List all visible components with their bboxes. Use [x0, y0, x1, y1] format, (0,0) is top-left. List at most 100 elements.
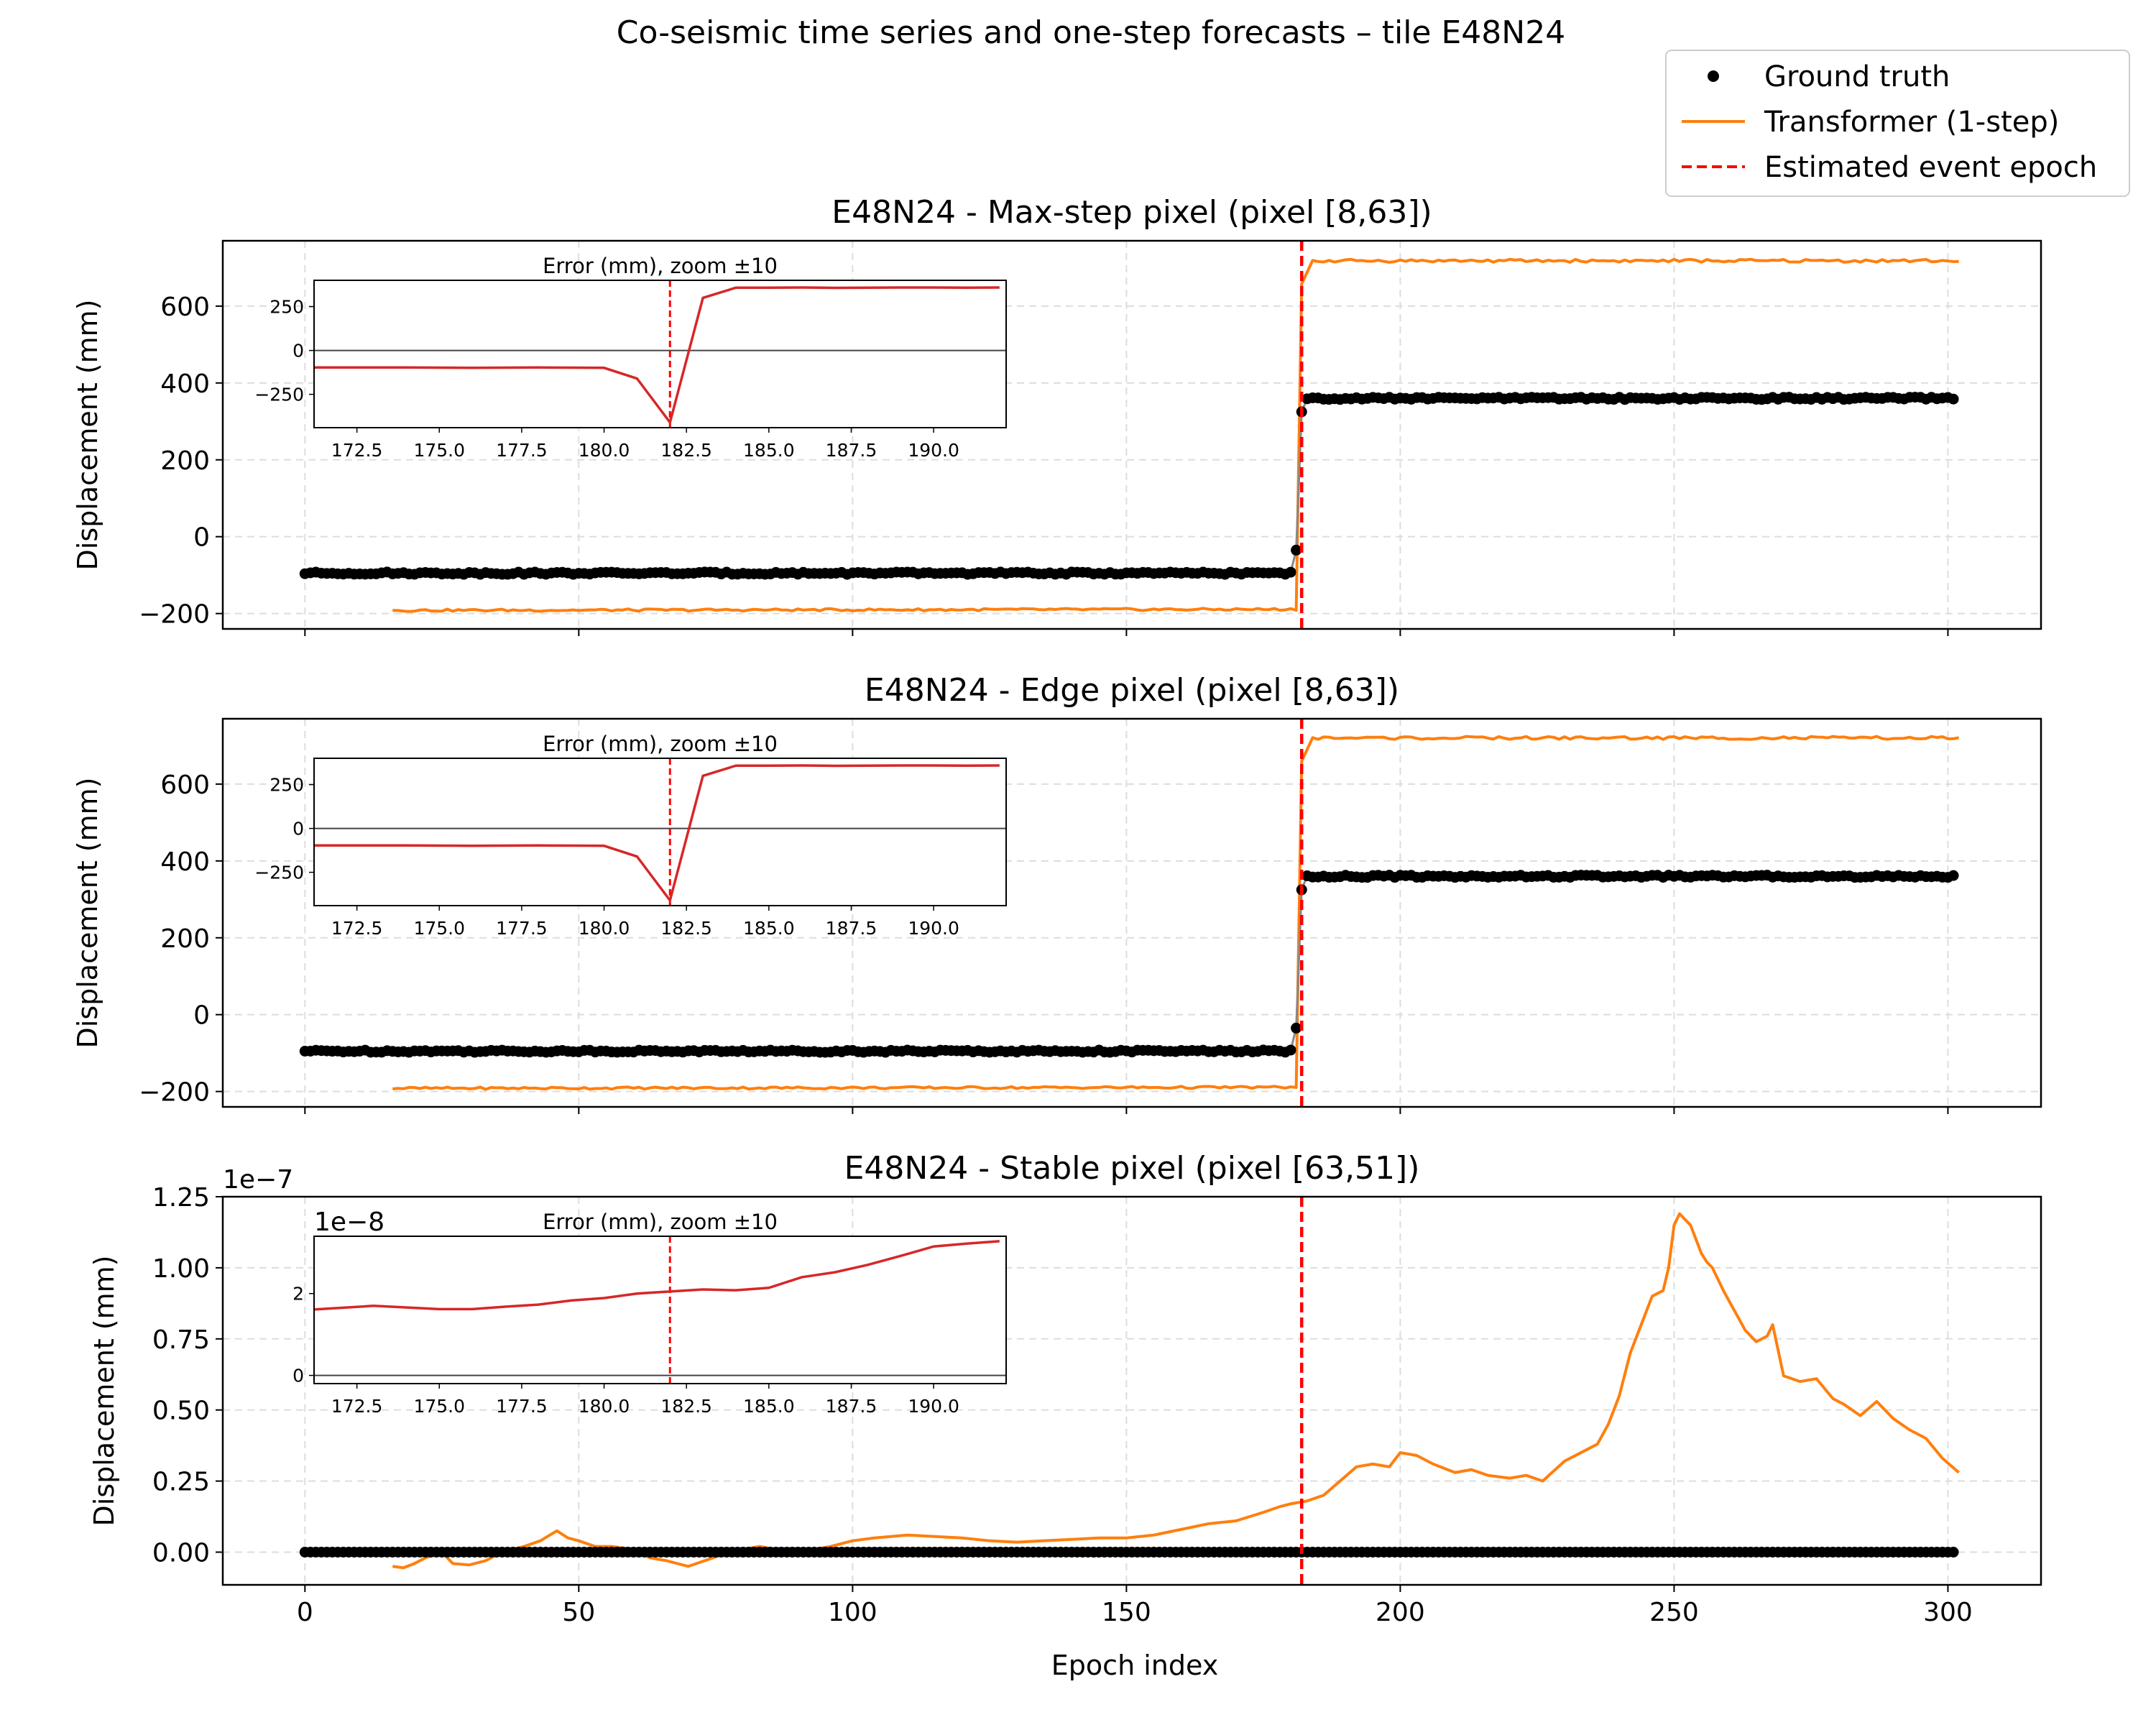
inset-frame	[313, 1236, 1007, 1384]
inset-x-tick-label: 187.5	[826, 1396, 877, 1417]
inset-background	[314, 1236, 1006, 1384]
y-tick-label: 0.50	[152, 1397, 210, 1426]
inset-title: Error (mm), zoom ±10	[543, 732, 778, 756]
inset-frame	[313, 758, 1007, 906]
ground-truth-point	[1948, 1547, 1959, 1558]
inset-x-tick-label: 180.0	[579, 440, 630, 461]
x-tick-label: 150	[1102, 1598, 1151, 1627]
inset-x-tick-label: 177.5	[496, 440, 548, 461]
inset-y-tick-label: 0	[292, 341, 304, 362]
inset-error-line	[314, 1240, 1000, 1311]
ground-truth-point	[1285, 1044, 1296, 1056]
y-axis-label: Displacement (mm)	[88, 1256, 120, 1527]
inset-x-tick-label: 180.0	[579, 918, 630, 939]
legend-marker-ground-truth	[1708, 70, 1719, 82]
inset-x-tick-label: 177.5	[496, 918, 548, 939]
y-tick-label: −200	[139, 1078, 210, 1108]
inset-x-tick-label: 182.5	[660, 1396, 712, 1417]
x-tick-label: 200	[1376, 1598, 1425, 1627]
forecast-line	[392, 257, 1959, 613]
legend-label-event: Estimated event epoch	[1764, 151, 2097, 184]
panel-title: E48N24 - Edge pixel (pixel [8,63])	[865, 672, 1399, 709]
inset-x-tick-label: 185.0	[743, 918, 795, 939]
y-axis-label: Displacement (mm)	[72, 778, 103, 1049]
inset-frame	[313, 280, 1007, 428]
inset-y-tick-label: 250	[270, 775, 304, 796]
inset-y-tick-label: 2	[292, 1284, 304, 1305]
ground-truth-point	[1948, 393, 1959, 405]
ground-truth-point	[1291, 544, 1302, 556]
inset-x-tick-label: 185.0	[743, 440, 795, 461]
x-tick-label: 300	[1923, 1598, 1973, 1627]
figure-title: Co-seismic time series and one-step fore…	[617, 14, 1565, 51]
inset-y-tick-label: 250	[270, 297, 304, 318]
y-tick-label: 1.00	[152, 1254, 210, 1284]
inset-x-tick-label: 185.0	[743, 1396, 795, 1417]
y-tick-label: 0.00	[152, 1539, 210, 1568]
legend: Ground truth Transformer (1-step) Estima…	[1665, 50, 2130, 197]
axes-frame	[221, 1195, 2042, 1586]
ground-truth-point	[1285, 566, 1296, 578]
panel-edge: E48N24 - Edge pixel (pixel [8,63]) −200 0 2…	[72, 672, 2042, 1114]
inset-x-tick-label: 190.0	[908, 918, 959, 939]
x-axis-label: Epoch index	[1051, 1650, 1218, 1681]
panel-max-step: E48N24 - Max-step pixel (pixel [8,63]) −2…	[72, 194, 2042, 636]
inset-y-tick-label: 0	[292, 819, 304, 840]
inset-title: Error (mm), zoom ±10	[543, 1210, 778, 1234]
error-inset: Error (mm), zoom ±10 172.5 175.0 177.5 180.0…	[254, 254, 1007, 461]
inset-background	[314, 758, 1006, 906]
legend-label-ground-truth: Ground truth	[1764, 60, 1950, 93]
inset-x-tick-label: 175.0	[413, 918, 465, 939]
y-tick-label: 200	[160, 924, 210, 954]
ground-truth-point	[1948, 870, 1959, 881]
inset-scale-multiplier: 1e−8	[314, 1208, 384, 1237]
x-tick-label: 100	[828, 1598, 877, 1627]
inset-x-tick-label: 175.0	[413, 1396, 465, 1417]
y-tick-label: 200	[160, 446, 210, 476]
y-tick-label: 0.25	[152, 1468, 210, 1497]
y-tick-label: 1.25	[152, 1183, 210, 1213]
ground-truth-point	[1291, 1022, 1302, 1034]
legend-label-transformer: Transformer (1-step)	[1764, 106, 2059, 139]
y-tick-label: 600	[160, 770, 210, 800]
inset-x-tick-label: 180.0	[579, 1396, 630, 1417]
panel-title: E48N24 - Max-step pixel (pixel [8,63])	[831, 194, 1432, 231]
panel-stable: E48N24 - Stable pixel (pixel [63,51]) 0.0…	[88, 1150, 2042, 1627]
y-tick-label: 0	[193, 1001, 210, 1031]
inset-x-tick-label: 187.5	[826, 918, 877, 939]
inset-y-tick-label: −250	[254, 385, 304, 405]
y-tick-label: 0	[193, 523, 210, 553]
inset-x-tick-label: 190.0	[908, 1396, 959, 1417]
inset-x-tick-label: 182.5	[660, 440, 712, 461]
inset-x-tick-label: 187.5	[826, 440, 877, 461]
inset-y-tick-label: 0	[292, 1366, 304, 1386]
panel-title: E48N24 - Stable pixel (pixel [63,51])	[844, 1150, 1420, 1187]
axes-frame	[221, 717, 2042, 1108]
inset-background	[314, 280, 1006, 428]
y-axis-label: Displacement (mm)	[72, 300, 103, 571]
x-tick-label: 50	[562, 1598, 595, 1627]
forecast-line	[392, 735, 1960, 1091]
y-tick-label: 400	[160, 847, 210, 877]
axes-frame	[221, 239, 2042, 630]
inset-x-tick-label: 182.5	[660, 918, 712, 939]
inset-x-tick-label: 172.5	[331, 1396, 383, 1417]
inset-x-tick-label: 177.5	[496, 1396, 548, 1417]
y-tick-label: 600	[160, 293, 210, 322]
legend-frame	[1665, 50, 2130, 197]
error-inset: Error (mm), zoom ±10 172.5 175.0 177.5 180.0…	[254, 732, 1007, 939]
y-tick-label: 400	[160, 369, 210, 399]
inset-title: Error (mm), zoom ±10	[543, 254, 778, 278]
inset-x-tick-label: 190.0	[908, 440, 959, 461]
y-tick-label: 0.75	[152, 1325, 210, 1355]
inset-x-tick-label: 175.0	[413, 440, 465, 461]
inset-error-line	[314, 764, 1000, 903]
inset-x-tick-label: 172.5	[331, 918, 383, 939]
y-tick-label: −200	[139, 600, 210, 630]
y-scale-multiplier: 1e−7	[223, 1165, 293, 1195]
x-tick-label: 250	[1649, 1598, 1699, 1627]
error-inset: Error (mm), zoom ±10 172.5 175.0 177.5 180.0…	[292, 1208, 1007, 1417]
x-tick-label: 0	[297, 1598, 313, 1627]
inset-error-line	[314, 286, 1000, 426]
